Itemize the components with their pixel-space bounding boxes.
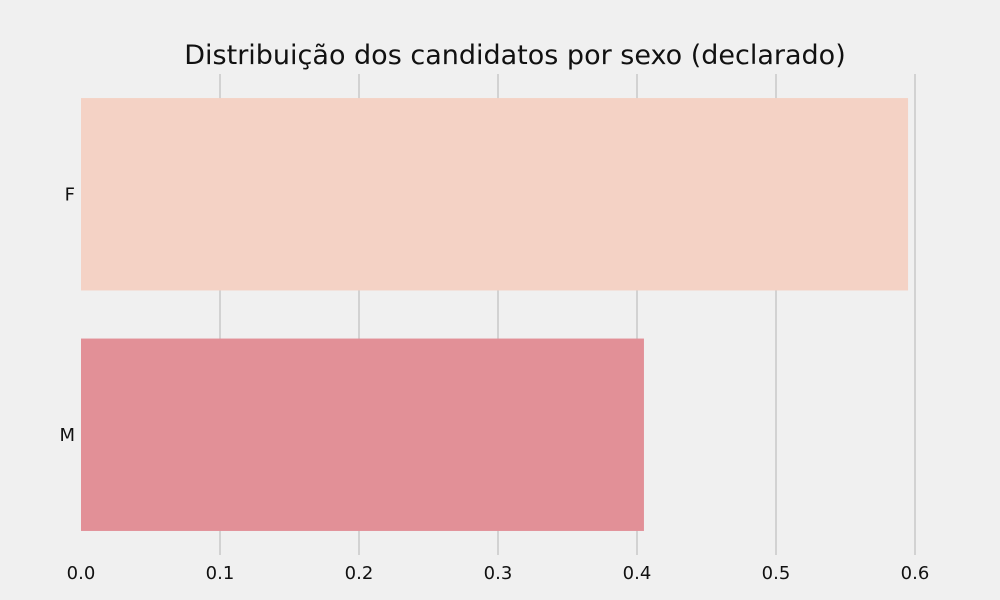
y-tick-label: F	[65, 184, 75, 205]
x-tick-label: 0.6	[901, 563, 930, 584]
x-tick-label: 0.5	[762, 563, 791, 584]
y-tick-labels: FM	[59, 184, 75, 446]
bars	[81, 98, 909, 531]
y-tick-label: M	[59, 425, 75, 446]
x-tick-label: 0.2	[345, 563, 374, 584]
bar-m	[81, 338, 644, 531]
x-tick-label: 0.1	[206, 563, 235, 584]
chart-title: Distribuição dos candidatos por sexo (de…	[184, 40, 846, 71]
x-tick-label: 0.0	[67, 563, 96, 584]
x-tick-label: 0.4	[623, 563, 652, 584]
x-tick-labels: 0.0 0.1 0.2 0.3 0.4 0.5 0.6	[67, 563, 930, 584]
bar-f	[81, 98, 909, 291]
x-tick-label: 0.3	[484, 563, 513, 584]
